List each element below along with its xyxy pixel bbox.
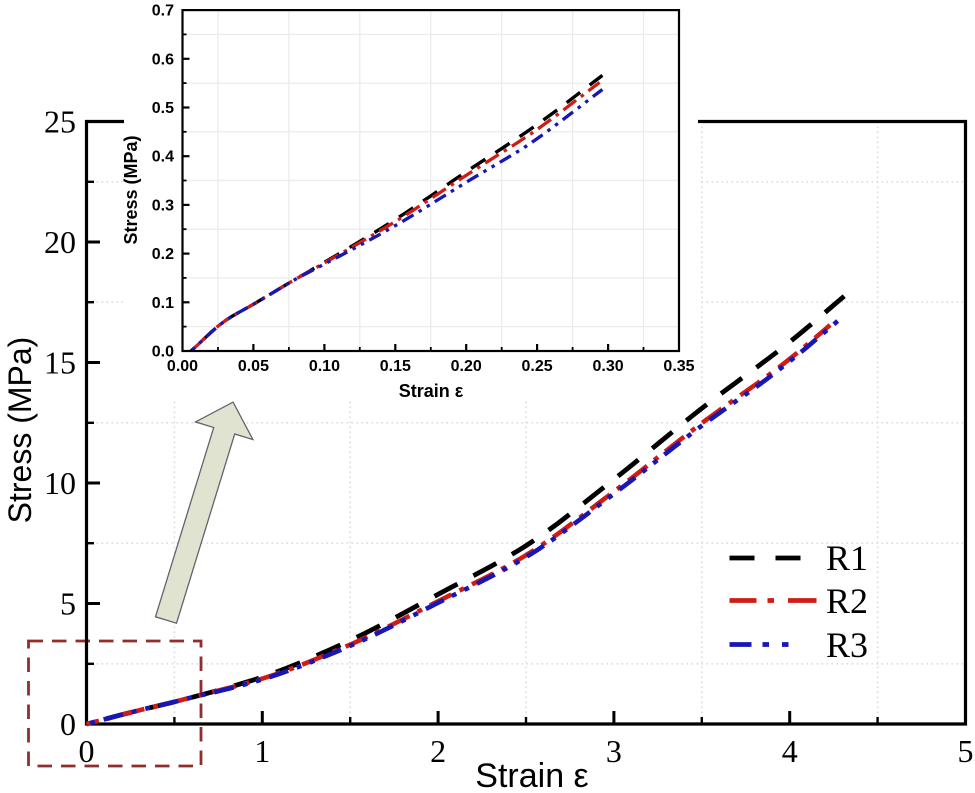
svg-text:0.6: 0.6: [152, 51, 174, 68]
svg-text:25: 25: [44, 104, 76, 140]
svg-text:R2: R2: [826, 581, 868, 621]
svg-text:Stress (MPa): Stress (MPa): [2, 337, 38, 524]
svg-text:0.4: 0.4: [152, 149, 174, 166]
svg-text:0.0: 0.0: [152, 344, 174, 361]
svg-text:3: 3: [606, 733, 622, 769]
svg-text:0.10: 0.10: [309, 358, 340, 375]
svg-text:R1: R1: [826, 538, 868, 578]
svg-text:5: 5: [958, 733, 974, 769]
svg-text:10: 10: [44, 465, 76, 501]
svg-text:Strain ε: Strain ε: [475, 757, 588, 793]
svg-text:0.3: 0.3: [152, 197, 174, 214]
svg-text:0.15: 0.15: [380, 358, 411, 375]
svg-text:0.1: 0.1: [152, 295, 174, 312]
svg-text:20: 20: [44, 224, 76, 260]
svg-text:0.5: 0.5: [152, 100, 174, 117]
svg-text:0.05: 0.05: [238, 358, 269, 375]
svg-text:5: 5: [60, 586, 76, 622]
svg-text:1: 1: [254, 733, 270, 769]
svg-text:0.35: 0.35: [663, 358, 694, 375]
svg-text:15: 15: [44, 345, 76, 381]
svg-text:0.25: 0.25: [522, 358, 553, 375]
svg-text:4: 4: [782, 733, 798, 769]
svg-text:0.20: 0.20: [451, 358, 482, 375]
svg-text:0: 0: [79, 733, 95, 769]
svg-text:Strain ε: Strain ε: [399, 381, 464, 401]
svg-text:0.2: 0.2: [152, 246, 174, 263]
svg-text:2: 2: [430, 733, 446, 769]
svg-text:0.30: 0.30: [593, 358, 624, 375]
svg-text:R3: R3: [826, 625, 868, 665]
svg-text:0.7: 0.7: [152, 3, 174, 20]
svg-text:0: 0: [60, 706, 76, 742]
svg-text:Stress (MPa): Stress (MPa): [121, 135, 141, 244]
svg-text:0.00: 0.00: [167, 358, 198, 375]
